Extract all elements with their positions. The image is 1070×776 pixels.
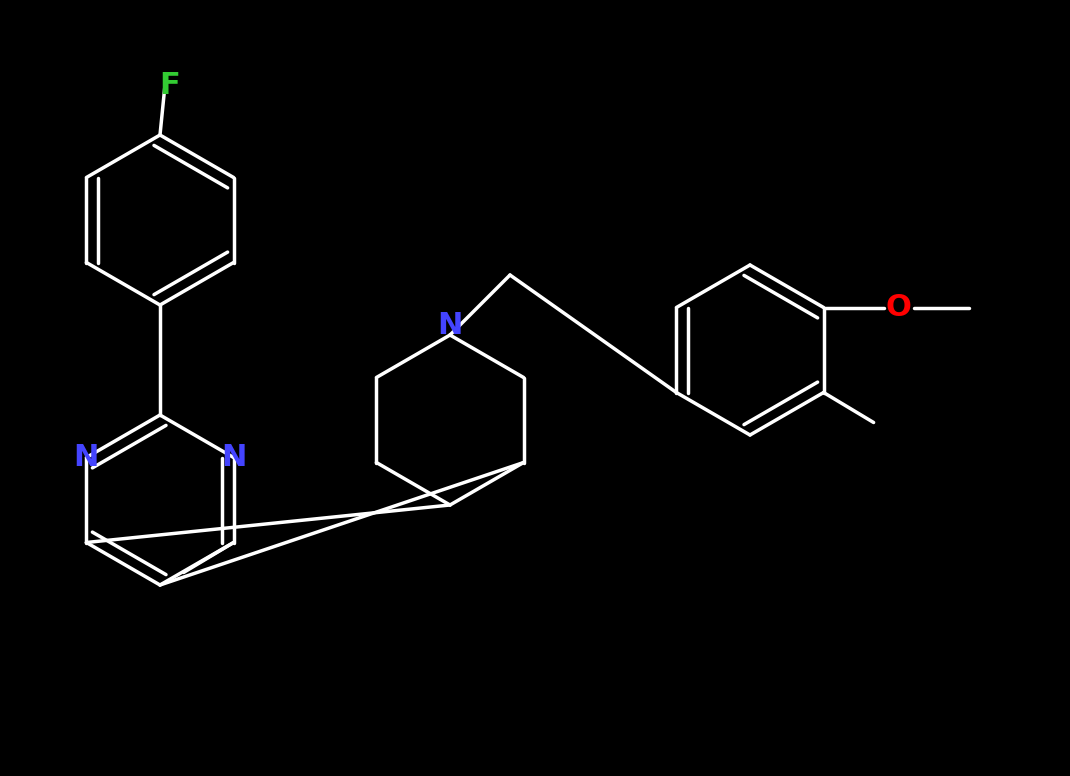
Text: F: F bbox=[159, 71, 181, 99]
Text: N: N bbox=[438, 310, 462, 340]
Text: N: N bbox=[74, 443, 100, 472]
Text: N: N bbox=[220, 443, 246, 472]
Text: O: O bbox=[886, 293, 912, 322]
